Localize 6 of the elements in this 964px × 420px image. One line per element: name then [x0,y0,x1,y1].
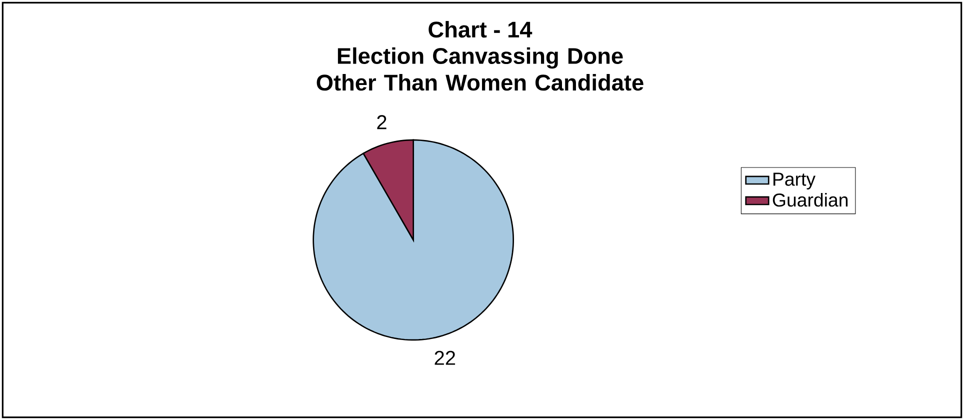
data-label: 2 [377,115,386,130]
data-label: 22 [434,350,456,365]
chart-subtitle: Election Canvassing Done Other Than Women Candidate [316,47,644,91]
legend-label: Party [773,172,816,190]
chart-title: Chart - 14 [428,21,532,38]
legend-label: Guardian [772,192,848,207]
